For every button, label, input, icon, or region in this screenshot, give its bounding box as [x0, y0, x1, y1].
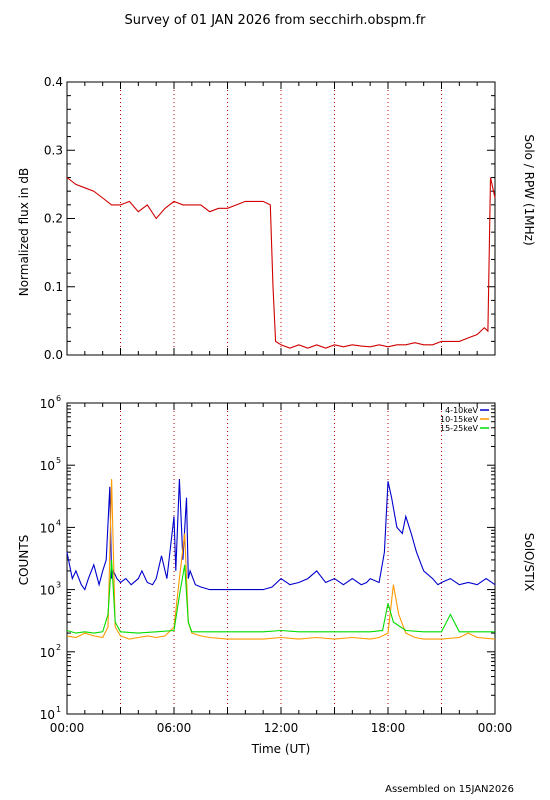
rpw-y-tick-label: 0.0	[44, 348, 63, 362]
stix-right-label: SolO/STIX	[522, 533, 536, 592]
stix-x-axis-label: Time (UT)	[251, 742, 311, 756]
legend-label-0: 4-10keV	[445, 406, 478, 415]
rpw-tick-marks	[66, 81, 496, 356]
stix-y-tick-base: 10	[40, 397, 55, 411]
legend-label-1: 10-15keV	[440, 415, 479, 424]
stix-x-tick-label: 18:00	[371, 721, 406, 735]
stix-y-tick-exponent: 1	[56, 705, 61, 714]
stix-y-tick-base: 10	[40, 459, 55, 473]
stix-y-tick-exponent: 2	[56, 643, 61, 652]
stix-series	[66, 478, 496, 640]
legend-label-2: 15-25keV	[440, 424, 479, 433]
stix-y-tick-exponent: 3	[56, 581, 61, 590]
rpw-series	[66, 177, 496, 349]
figure-title: Survey of 01 JAN 2026 from secchirh.obsp…	[125, 13, 427, 28]
stix-tick-marks	[66, 403, 496, 715]
stix-y-tick-base: 10	[40, 708, 55, 722]
stix-y-tick-exponent: 6	[56, 394, 61, 403]
stix-x-tick-labels: 00:00 06:00 12:00 18:00 00:00	[50, 721, 513, 735]
rpw-series-line-0	[66, 177, 496, 349]
stix-y-tick-base: 10	[40, 646, 55, 660]
rpw-y-tick-label: 0.3	[44, 143, 63, 157]
rpw-y-tick-labels: 0.0 0.1 0.2 0.3 0.4	[44, 75, 63, 362]
stix-x-tick-label: 00:00	[50, 721, 85, 735]
stix-y-tick-exponent: 4	[56, 518, 61, 527]
stix-x-tick-label: 00:00	[478, 721, 513, 735]
rpw-grid-lines	[120, 82, 442, 355]
stix-y-tick-base: 10	[40, 584, 55, 598]
rpw-right-label: Solo / RPW (1MHz)	[522, 134, 536, 245]
stix-y-axis-label: COUNTS	[17, 535, 31, 586]
rpw-y-tick-label: 0.2	[44, 212, 63, 226]
stix-y-tick-exponent: 5	[56, 456, 61, 465]
stix-series-line-2	[66, 559, 495, 634]
rpw-y-tick-label: 0.1	[44, 280, 63, 294]
rpw-panel: 0.0 0.1 0.2 0.3 0.4 Normalized flux in dB So…	[17, 75, 536, 362]
stix-y-tick-base: 10	[40, 521, 55, 535]
rpw-y-axis-label: Normalized flux in dB	[17, 168, 31, 297]
stix-x-tick-label: 06:00	[157, 721, 192, 735]
stix-x-tick-label: 12:00	[264, 721, 299, 735]
assembly-footer: Assembled on 15JAN2026	[385, 784, 514, 795]
rpw-y-tick-label: 0.4	[44, 75, 63, 89]
